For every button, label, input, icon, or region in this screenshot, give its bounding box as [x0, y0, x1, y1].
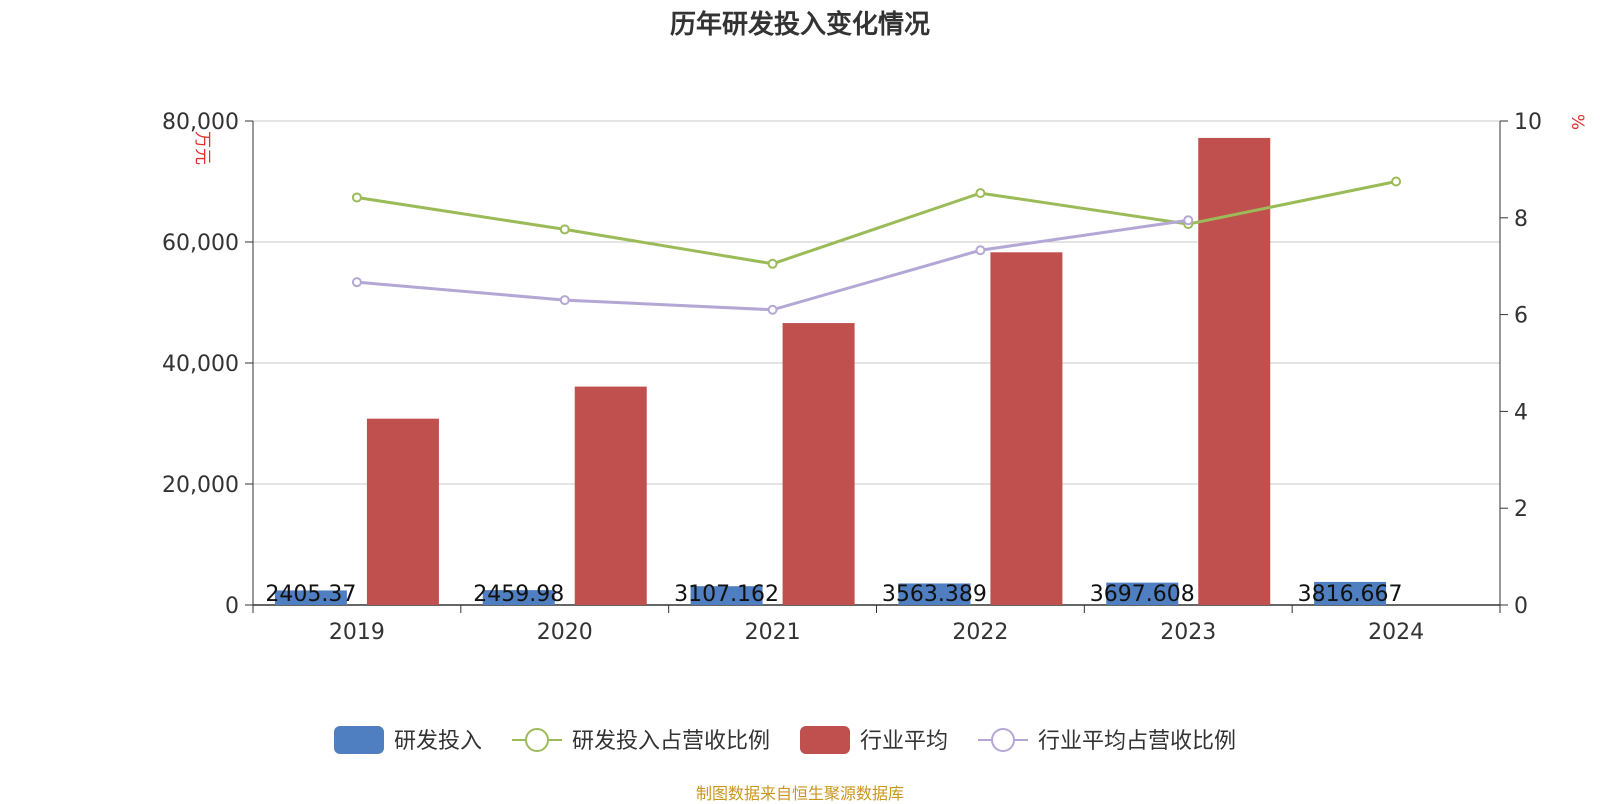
point-研发投入占营收比例	[767, 258, 778, 269]
y-right-tick-label: 4	[1514, 400, 1528, 425]
y-left-tick-label: 20,000	[162, 473, 239, 498]
point-研发投入占营收比例	[1391, 176, 1402, 187]
point-行业平均占营收比例	[975, 245, 986, 256]
bar-value-label: 2459.98	[473, 582, 564, 607]
x-tick-label: 2020	[537, 620, 593, 645]
point-行业平均占营收比例	[559, 295, 570, 306]
x-tick-label: 2024	[1368, 620, 1424, 645]
point-行业平均占营收比例	[1183, 215, 1194, 226]
point-研发投入占营收比例	[975, 188, 986, 199]
bar-行业平均	[366, 418, 439, 605]
x-tick-label: 2022	[952, 620, 1008, 645]
bar-研发投入	[690, 586, 763, 605]
legend-label: 研发投入占营收比例	[572, 729, 770, 754]
chart-title: 历年研发投入变化情况	[669, 10, 930, 40]
point-研发投入占营收比例	[351, 192, 362, 203]
legend-marker-研发投入占营收比例	[525, 728, 549, 752]
y-left-unit: 万元	[192, 131, 212, 165]
bar-value-label: 2405.37	[265, 582, 356, 607]
point-行业平均占营收比例	[767, 304, 778, 315]
bar-研发投入	[1314, 581, 1387, 605]
legend-swatch-行业平均	[800, 726, 850, 754]
legend-marker-行业平均占营收比例	[991, 728, 1015, 752]
legend-label: 行业平均占营收比例	[1038, 729, 1236, 754]
y-right-tick-label: 6	[1514, 304, 1528, 329]
x-tick-label: 2021	[745, 620, 801, 645]
y-left-tick-label: 40,000	[162, 352, 239, 377]
y-left-tick-label: 60,000	[162, 231, 239, 256]
y-right-tick-label: 10	[1514, 110, 1542, 135]
bar-value-label: 3107.162	[674, 582, 779, 607]
bar-研发投入	[274, 590, 347, 605]
point-研发投入占营收比例	[559, 224, 570, 235]
bar-行业平均	[574, 386, 647, 605]
point-行业平均占营收比例	[351, 277, 362, 288]
y-left-tick-label: 80,000	[162, 110, 239, 135]
legend-swatch-研发投入	[334, 726, 384, 754]
y-right-tick-label: 8	[1514, 207, 1528, 232]
y-right-unit: %	[1567, 114, 1587, 130]
bar-研发投入	[898, 583, 971, 605]
y-right-tick-label: 2	[1514, 497, 1528, 522]
data-source-note: 制图数据来自恒生聚源数据库	[695, 784, 904, 803]
bar-行业平均	[782, 323, 855, 605]
bar-value-label: 3816.667	[1298, 582, 1403, 607]
bar-value-label: 3697.608	[1090, 582, 1195, 607]
y-right-tick-label: 0	[1514, 594, 1528, 619]
y-left-tick-label: 0	[225, 594, 239, 619]
line-研发投入占营收比例	[356, 180, 1397, 266]
bar-行业平均	[990, 252, 1063, 605]
bar-研发投入	[1106, 582, 1179, 605]
x-tick-label: 2019	[329, 620, 385, 645]
x-tick-label: 2023	[1160, 620, 1216, 645]
legend-label: 行业平均	[860, 729, 948, 754]
bar-研发投入	[482, 590, 555, 605]
bar-value-label: 3563.389	[882, 582, 987, 607]
legend-label: 研发投入	[394, 729, 482, 754]
